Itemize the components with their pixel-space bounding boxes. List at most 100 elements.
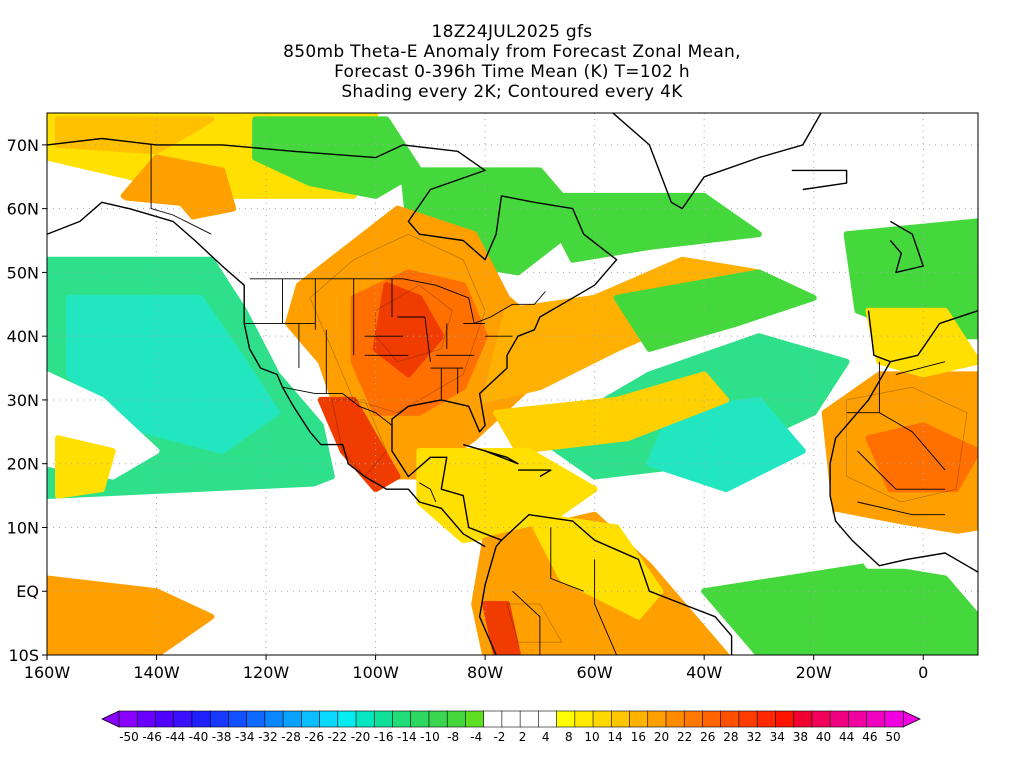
- border-segment: [550, 527, 584, 592]
- lon-tick-label: 120W: [243, 663, 290, 682]
- contour-line: [309, 233, 486, 414]
- coastline-segment: [478, 546, 497, 655]
- colorbar-swatch: [592, 710, 612, 728]
- colorbar-swatch: [811, 710, 831, 728]
- region-hawaii-yellow: [55, 435, 116, 499]
- colorbar-swatch: [337, 710, 357, 728]
- contour-line: [506, 603, 563, 643]
- colorbar-label: 4: [542, 730, 550, 744]
- colorbar-swatch: [884, 710, 904, 728]
- coastline-segment: [867, 310, 978, 363]
- colorbar-label: -50: [119, 730, 139, 744]
- border-segment: [857, 501, 946, 516]
- colorbar-swatch: [483, 710, 503, 728]
- border-segment: [895, 361, 946, 375]
- colorbar-swatch: [228, 710, 248, 728]
- map-frame: [46, 112, 979, 656]
- colorbar-label: 26: [700, 730, 715, 744]
- colorbar-swatch: [647, 710, 667, 728]
- lat-tick-label: 10N: [7, 518, 39, 537]
- colorbar-swatch: [538, 710, 558, 728]
- colorbar-label: -14: [397, 730, 417, 744]
- colorbar-swatch: [392, 710, 412, 728]
- border-segment: [878, 361, 946, 471]
- colorbar-swatch: [428, 710, 448, 728]
- title-line-2: 850mb Theta-E Anomaly from Forecast Zona…: [283, 42, 741, 62]
- border-segment: [857, 450, 946, 490]
- colorbar-label: 10: [584, 730, 599, 744]
- colorbar-label: -34: [235, 730, 255, 744]
- coastline-segment: [611, 113, 822, 210]
- region-greenland-white: [521, 113, 866, 212]
- colorbar-swatch: [775, 710, 795, 728]
- border-segment: [419, 482, 437, 503]
- colorbar-swatch: [246, 710, 266, 728]
- colorbar-label: -32: [258, 730, 278, 744]
- coastline-segment: [889, 220, 924, 274]
- border-segment: [424, 316, 431, 362]
- colorbar-label: 20: [654, 730, 669, 744]
- colorbar-label: 28: [723, 730, 738, 744]
- region-canada-arctic-green: [252, 116, 423, 199]
- border-segment: [594, 559, 618, 655]
- region-andes-red: [482, 601, 521, 655]
- region-e-trop-pacific-white: [47, 486, 434, 595]
- colorbar-swatch: [629, 710, 649, 728]
- region-e-pacific-cyan: [65, 294, 280, 454]
- coastline-segment: [518, 469, 552, 478]
- colorbar-swatch: [355, 710, 375, 728]
- colorbar-swatch: [866, 710, 886, 728]
- graticule: [47, 113, 978, 655]
- lon-tick-label: 80W: [467, 663, 503, 682]
- colorbar-swatch: [191, 710, 211, 728]
- colorbar-swatch: [683, 710, 704, 728]
- colorbar-swatch: [136, 710, 157, 728]
- lat-tick-label: 30N: [7, 391, 39, 410]
- lon-tick-label: 100W: [352, 663, 399, 682]
- colorbar-label: 22: [677, 730, 692, 744]
- colorbar-swatch: [465, 710, 485, 728]
- colorbar-label: 44: [839, 730, 854, 744]
- coastline-segment: [501, 514, 733, 655]
- lat-tick-label: 50N: [7, 263, 39, 282]
- region-atl-cyan: [646, 396, 806, 493]
- colorbar-label: 46: [862, 730, 877, 744]
- colorbar-swatch: [373, 710, 394, 728]
- colorbar-label: -26: [304, 730, 324, 744]
- colorbar-swatch: [829, 710, 849, 728]
- region-labrador-green: [536, 192, 762, 263]
- border-segment: [282, 386, 393, 426]
- contour-line: [846, 386, 968, 503]
- colorbar-swatch: [501, 710, 521, 728]
- colorbar-swatch: [665, 710, 685, 728]
- colorbar-label: 34: [770, 730, 785, 744]
- colorbar-swatch: [793, 710, 813, 728]
- lat-tick-label: 40N: [7, 327, 39, 346]
- colorbar-label: -46: [142, 730, 162, 744]
- colorbar-label: -28: [281, 730, 301, 744]
- colorbar-label: -22: [328, 730, 348, 744]
- colorbar-label: 8: [565, 730, 573, 744]
- colorbar-swatch: [556, 710, 576, 728]
- colorbar-label: 16: [631, 730, 646, 744]
- region-iberia-yellow: [865, 307, 978, 378]
- colorbar-swatch: [756, 710, 776, 728]
- coastline-segment: [47, 137, 618, 548]
- coastline-segment: [463, 443, 519, 465]
- colorbar-label: -4: [470, 730, 482, 744]
- colorbar-swatch: [155, 710, 175, 728]
- colorbar-label: 38: [793, 730, 808, 744]
- colorbar-label: -20: [351, 730, 371, 744]
- colorbar-swatch: [519, 710, 539, 728]
- colorbar-label: -8: [447, 730, 459, 744]
- region-eq-pacific-orange: [47, 575, 215, 655]
- colorbar-label: 14: [608, 730, 623, 744]
- colorbar-label: -10: [420, 730, 440, 744]
- colorbar-swatch: [702, 710, 722, 728]
- colorbar-swatch: [446, 710, 467, 728]
- colorbar-swatch: [118, 710, 138, 728]
- lat-tick-label: 20N: [7, 455, 39, 474]
- colorbar-label: -2: [493, 730, 505, 744]
- colorbar-swatch: [319, 710, 339, 728]
